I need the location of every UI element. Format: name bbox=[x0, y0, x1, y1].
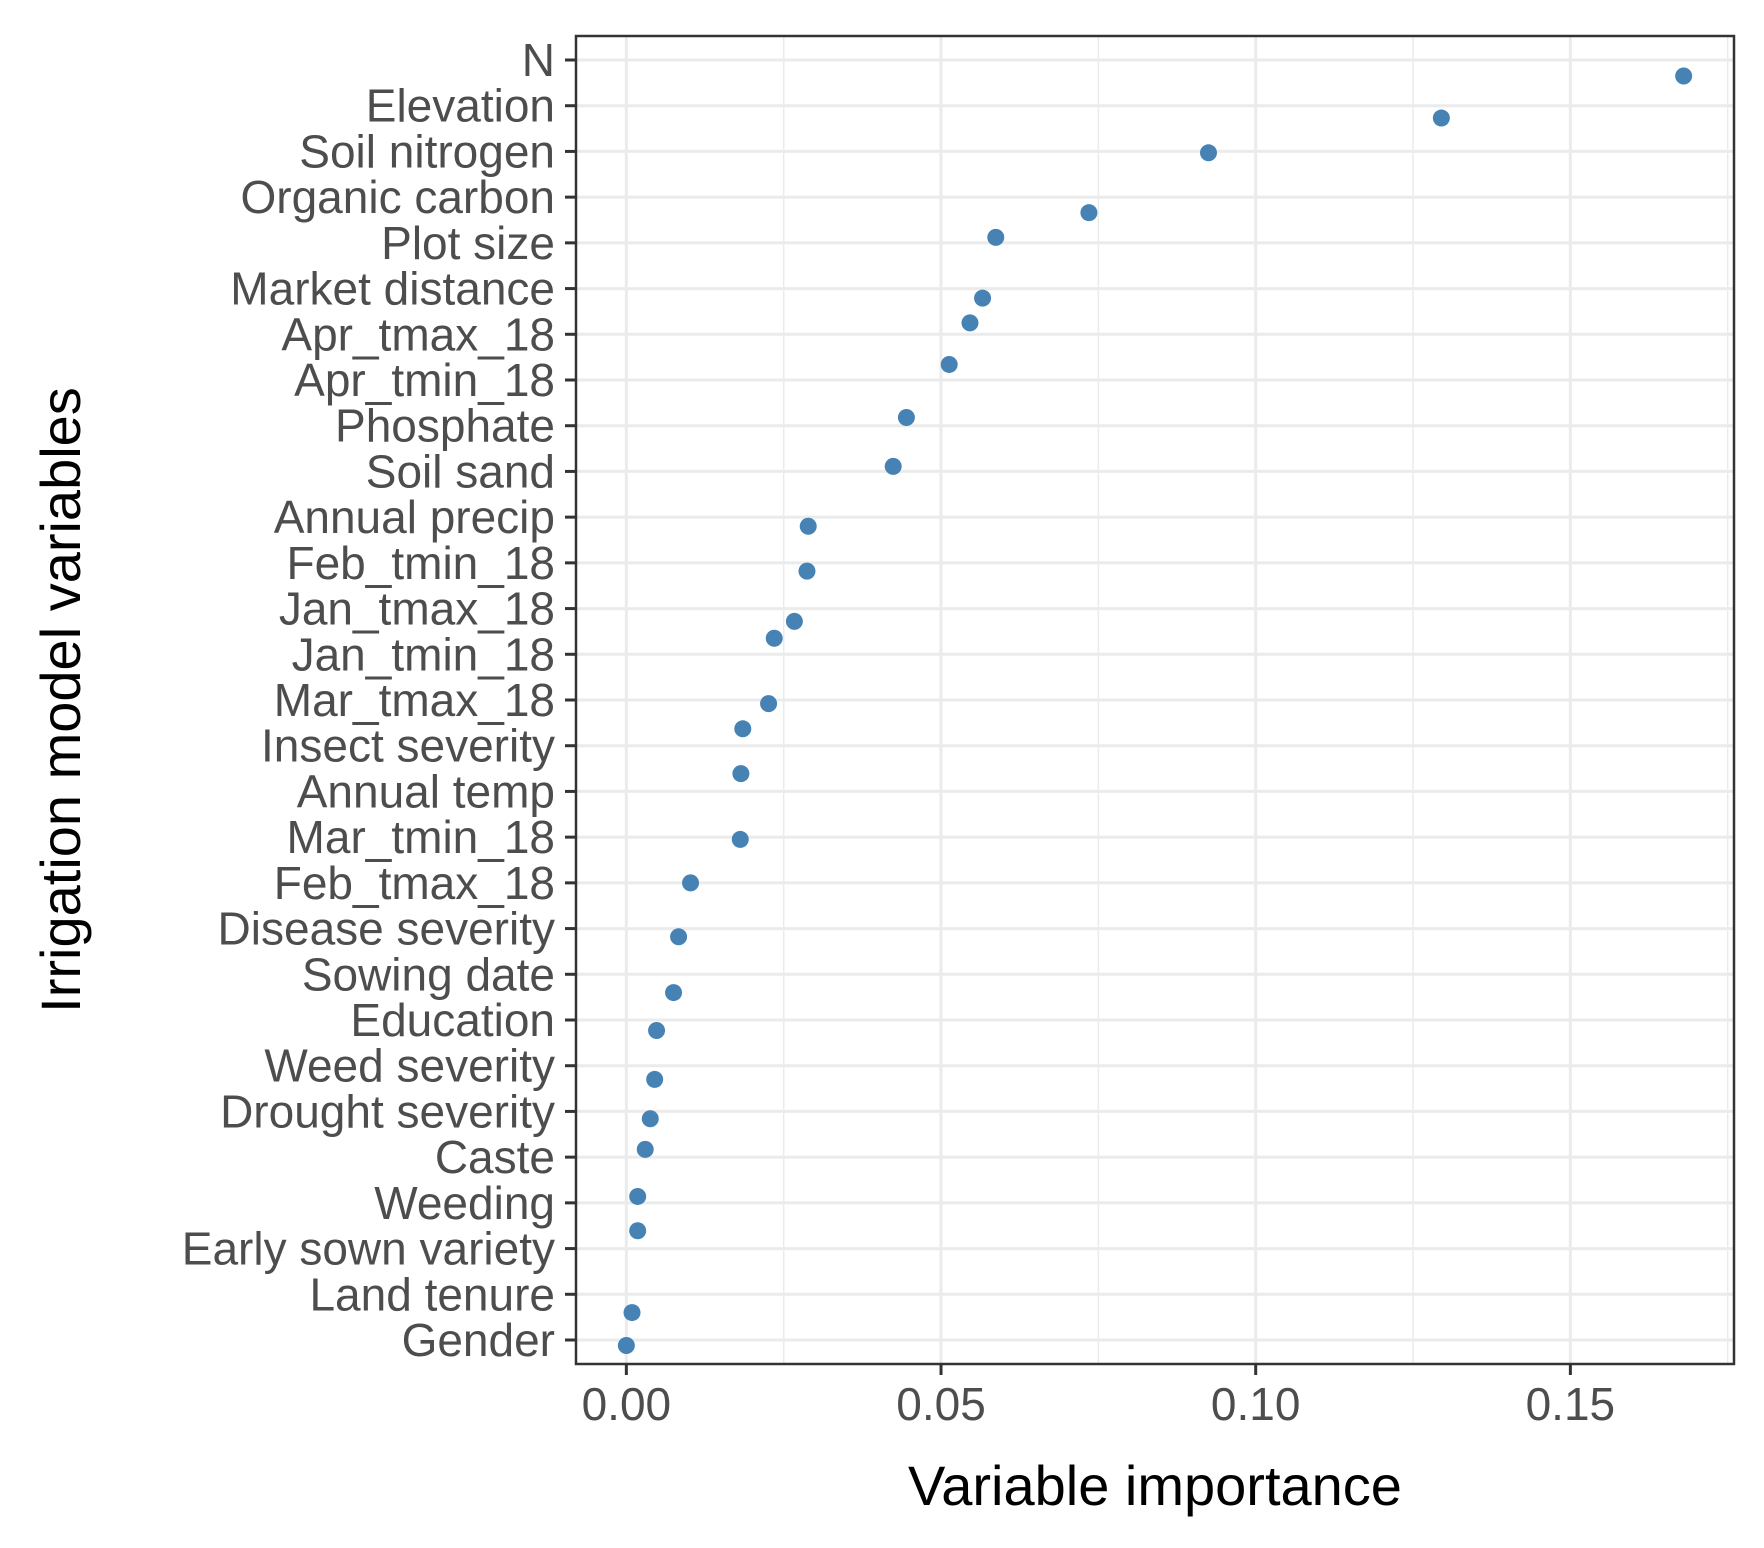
y-axis-title: Irrigation model variables bbox=[29, 387, 92, 1013]
y-tick-label: Weed severity bbox=[264, 1040, 555, 1092]
y-tick-label: Weeding bbox=[374, 1177, 555, 1229]
data-point bbox=[940, 355, 958, 373]
data-point bbox=[646, 1070, 664, 1088]
x-tick-label: 0.15 bbox=[1526, 1378, 1616, 1430]
data-point bbox=[734, 720, 752, 738]
data-point bbox=[665, 984, 683, 1002]
data-point bbox=[617, 1336, 635, 1354]
y-tick-label: Drought severity bbox=[220, 1085, 555, 1137]
y-tick-label: Elevation bbox=[366, 80, 555, 132]
data-point bbox=[1080, 204, 1098, 222]
x-tick-label: 0.10 bbox=[1211, 1378, 1301, 1430]
y-tick-label: Caste bbox=[435, 1131, 555, 1183]
y-tick-label: Gender bbox=[402, 1314, 555, 1366]
y-tick-label: Jan_tmax_18 bbox=[279, 583, 555, 635]
data-point bbox=[732, 765, 750, 783]
data-point bbox=[629, 1187, 647, 1205]
y-tick-label: Mar_tmax_18 bbox=[274, 674, 555, 726]
data-point bbox=[760, 695, 778, 713]
y-tick-label: Disease severity bbox=[218, 903, 555, 955]
data-point bbox=[884, 457, 902, 475]
data-point bbox=[670, 928, 688, 946]
data-point bbox=[798, 562, 816, 580]
y-tick-label: Sowing date bbox=[302, 948, 555, 1000]
x-tick-label: 0.00 bbox=[582, 1378, 672, 1430]
y-tick-label: Apr_tmin_18 bbox=[294, 354, 555, 406]
data-point bbox=[648, 1022, 666, 1040]
y-tick-label: Jan_tmin_18 bbox=[292, 628, 555, 680]
y-tick-label: N bbox=[522, 34, 555, 86]
x-tick-label: 0.05 bbox=[896, 1378, 986, 1430]
data-point bbox=[974, 289, 992, 307]
y-tick-label: Mar_tmin_18 bbox=[287, 811, 555, 863]
y-tick-label: Education bbox=[350, 994, 555, 1046]
y-tick-label: Organic carbon bbox=[241, 171, 556, 223]
points-layer bbox=[617, 67, 1693, 1354]
major-grid bbox=[576, 36, 1734, 1364]
data-point bbox=[1199, 144, 1217, 162]
data-point bbox=[682, 874, 700, 892]
y-tick-label: Soil nitrogen bbox=[299, 125, 555, 177]
y-tick-label: Soil sand bbox=[366, 445, 555, 497]
data-point bbox=[1432, 109, 1450, 127]
y-tick-label: Feb_tmin_18 bbox=[287, 537, 556, 589]
data-point bbox=[641, 1110, 659, 1128]
data-point bbox=[629, 1222, 647, 1240]
y-tick-label: Early sown variety bbox=[182, 1223, 555, 1275]
data-point bbox=[785, 612, 803, 630]
y-tick-label: Annual precip bbox=[274, 491, 555, 543]
x-axis-title: Variable importance bbox=[908, 1454, 1402, 1517]
y-tick-label: Annual temp bbox=[297, 765, 555, 817]
y-tick-label: Land tenure bbox=[309, 1268, 555, 1320]
y-tick-label: Apr_tmax_18 bbox=[281, 308, 555, 360]
data-point bbox=[765, 629, 783, 647]
x-axis-tick-labels: 0.00 0.05 0.10 0.15 bbox=[582, 1378, 1616, 1430]
y-tick-label: Phosphate bbox=[335, 400, 555, 452]
y-axis-ticks bbox=[565, 58, 576, 1342]
x-axis-ticks bbox=[624, 1364, 1572, 1375]
data-point bbox=[623, 1304, 641, 1322]
data-point bbox=[987, 228, 1005, 246]
data-point bbox=[897, 408, 915, 426]
data-point bbox=[1675, 67, 1693, 85]
data-point bbox=[731, 830, 749, 848]
y-tick-label: Feb_tmax_18 bbox=[274, 857, 555, 909]
y-tick-label: Market distance bbox=[230, 263, 555, 315]
data-point bbox=[961, 314, 979, 332]
y-tick-label: Plot size bbox=[381, 217, 555, 269]
y-tick-label: Insect severity bbox=[261, 720, 555, 772]
data-point bbox=[636, 1140, 654, 1158]
data-point bbox=[799, 517, 817, 535]
